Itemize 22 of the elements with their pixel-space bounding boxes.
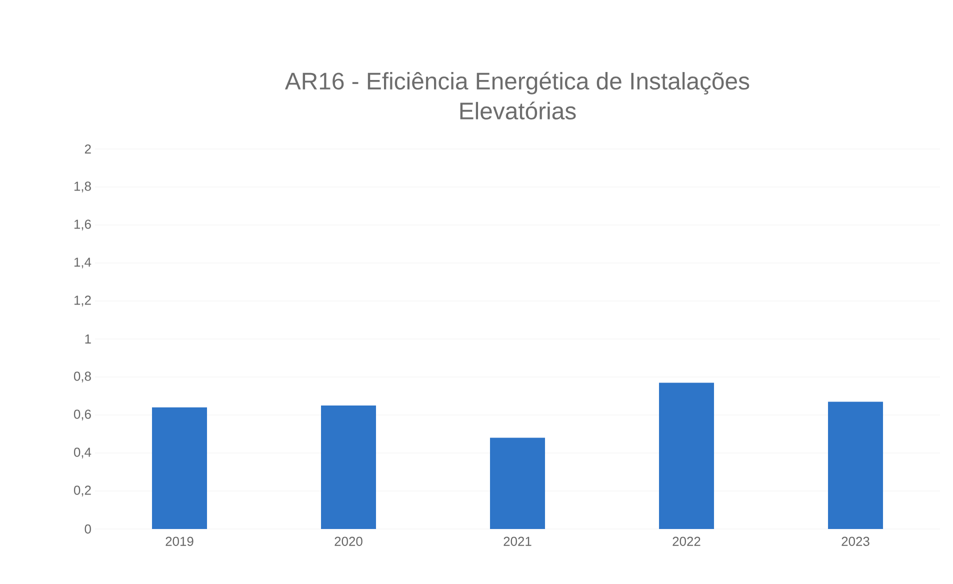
bar: [828, 402, 884, 529]
x-tick-label: 2020: [334, 536, 362, 546]
y-tick-label: 0,4: [74, 448, 92, 458]
y-tick-label: 1,6: [74, 220, 91, 230]
bar: [321, 406, 376, 529]
y-tick-label: 0,8: [74, 372, 91, 382]
y-tick-label: 1: [85, 334, 91, 344]
y-tick-label: 1,2: [74, 296, 91, 306]
y-tick-label: 0: [84, 524, 91, 534]
bar: [490, 438, 546, 529]
y-tick-label: 1,4: [74, 258, 92, 268]
bar: [659, 382, 714, 529]
x-tick-label: 2021: [504, 536, 532, 546]
y-tick-label: 0,6: [74, 410, 91, 420]
chart-title: AR16 - Eficiência Energética de Instalações Elevatórias: [284, 72, 750, 120]
bar: [152, 407, 208, 529]
x-tick-label: 2023: [842, 536, 870, 546]
y-tick-label: 0,2: [74, 486, 91, 496]
x-tick-label: 2022: [672, 536, 700, 546]
y-tick-label: 2: [84, 144, 91, 154]
y-tick-label: 1,8: [74, 182, 91, 192]
x-tick-label: 2019: [166, 536, 194, 546]
